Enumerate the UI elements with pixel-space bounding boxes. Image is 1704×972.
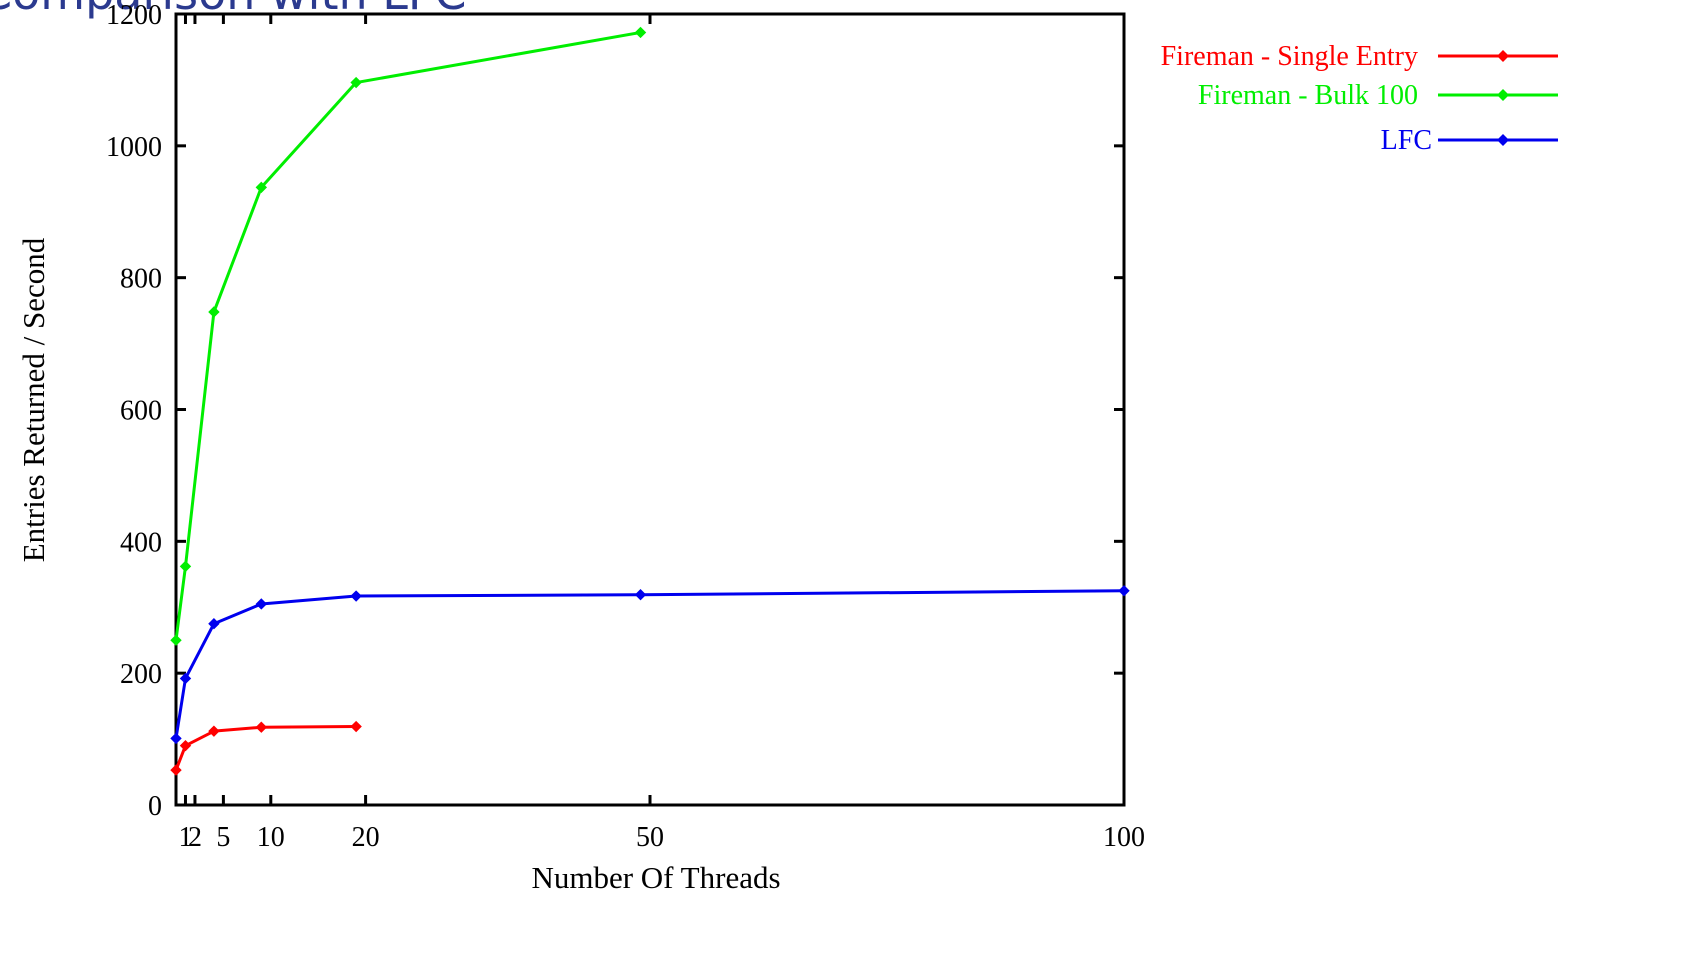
data-point <box>170 732 182 745</box>
data-point <box>179 739 192 752</box>
series-line <box>174 30 641 641</box>
data-point <box>350 76 362 89</box>
data-point <box>350 590 362 602</box>
data-point <box>634 589 647 601</box>
data-point <box>1118 585 1130 597</box>
data-point <box>255 598 268 610</box>
data-point <box>634 26 647 39</box>
data-point <box>208 306 220 318</box>
x-tick-label: 100 <box>1103 822 1145 853</box>
data-point <box>255 721 268 733</box>
x-tick-label: 20 <box>352 822 380 853</box>
legend-marker <box>1497 134 1509 146</box>
legend: Fireman - Single Entry Fireman - Bulk 100… <box>1161 41 1558 156</box>
x-axis-label: Number Of Threads <box>531 860 780 895</box>
y-axis-label: Entries Returned / Second <box>16 237 51 562</box>
x-tick-label: 2 <box>188 822 202 853</box>
series-layer <box>170 26 1130 776</box>
series <box>170 720 362 776</box>
y-tick-label: 400 <box>120 527 162 558</box>
data-point <box>208 725 220 737</box>
legend-label: Fireman - Bulk 100 <box>1198 80 1418 111</box>
y-tick-label: 800 <box>120 264 162 295</box>
data-point <box>208 618 220 630</box>
data-point <box>179 560 192 573</box>
y-tick-label: 0 <box>148 791 162 822</box>
x-tick-label: 5 <box>216 822 230 853</box>
legend-label: LFC <box>1381 125 1432 156</box>
y-tick-label: 1000 <box>106 132 162 163</box>
y-tick-label: 600 <box>120 396 162 427</box>
legend-label: Fireman - Single Entry <box>1161 41 1418 72</box>
x-tick-label: 50 <box>636 822 664 853</box>
series <box>170 585 1130 745</box>
x-tick-label: 1 <box>178 822 192 853</box>
plot-area <box>174 12 1126 807</box>
data-point <box>179 672 192 685</box>
legend-marker <box>1497 89 1509 101</box>
y-tick-label: 200 <box>120 659 162 690</box>
data-point <box>350 720 362 733</box>
x-axis-ticks: 12 5 10 20 50 100 <box>178 14 1145 853</box>
data-point <box>170 764 182 776</box>
data-point <box>170 634 182 646</box>
series <box>170 26 647 646</box>
legend-marker <box>1497 50 1509 62</box>
x-tick-label: 10 <box>257 822 285 853</box>
y-tick-label: 1200 <box>106 0 162 31</box>
y-axis-ticks: 0 200 400 600 800 1000 1200 <box>106 0 1124 822</box>
data-point <box>255 181 268 194</box>
